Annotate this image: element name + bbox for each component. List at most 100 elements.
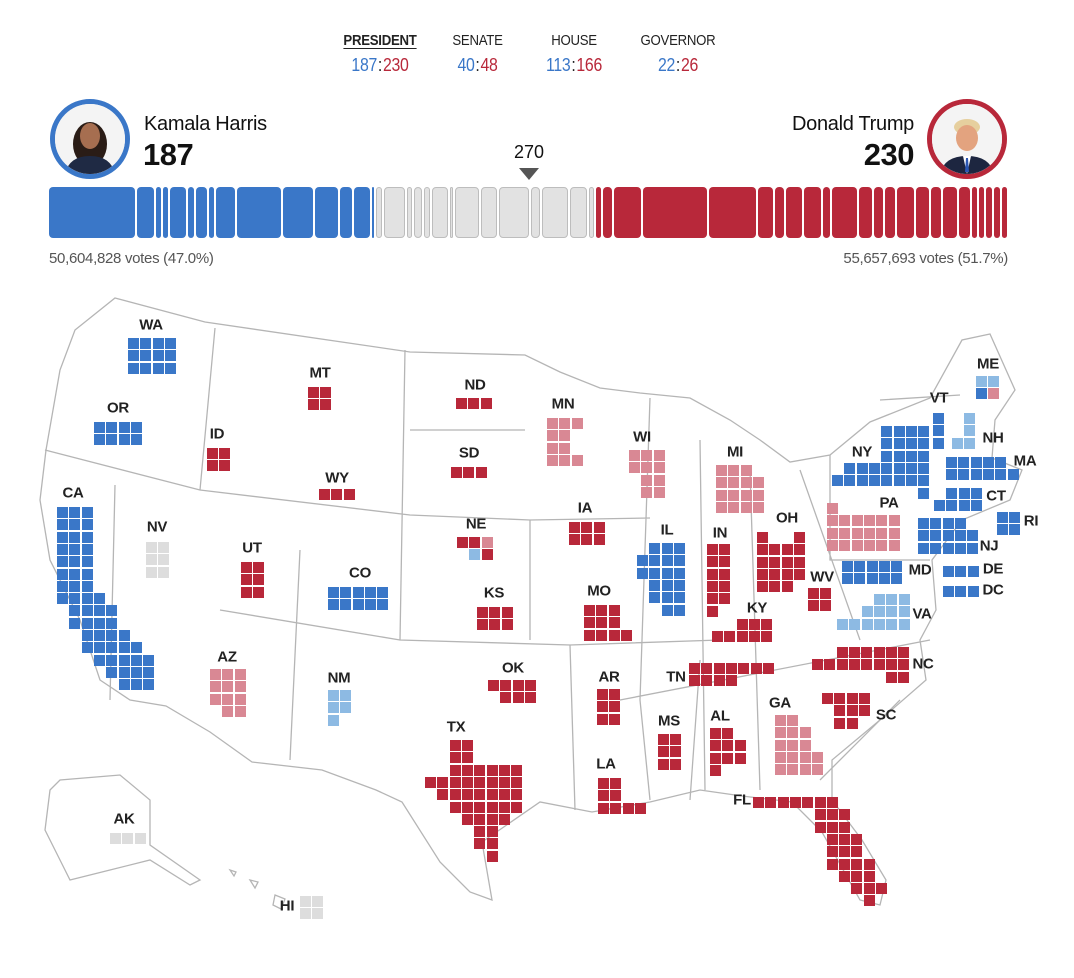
electoral-vote-square xyxy=(641,450,653,461)
bar-segment-nc[interactable] xyxy=(831,187,858,238)
bar-segment-ri[interactable] xyxy=(187,187,194,238)
bar-segment-oh[interactable] xyxy=(614,187,642,238)
electoral-vote-square xyxy=(670,746,682,758)
electoral-vote-square xyxy=(81,593,93,605)
electoral-vote-square xyxy=(559,418,571,429)
bar-segment-sd[interactable] xyxy=(972,187,977,238)
bar-segment-nv[interactable] xyxy=(530,187,541,238)
bar-segment-ut[interactable] xyxy=(873,187,884,238)
electoral-vote-square xyxy=(842,561,853,572)
electoral-vote-square xyxy=(826,846,838,858)
electoral-vote-square xyxy=(738,663,750,674)
electoral-vote-square xyxy=(918,518,929,529)
bar-segment-il[interactable] xyxy=(283,187,314,238)
bar-segment-sc[interactable] xyxy=(758,187,773,238)
bar-segment-id[interactable] xyxy=(985,187,992,238)
bar-segment-md[interactable] xyxy=(169,187,186,238)
bar-segment-me-1[interactable] xyxy=(372,187,375,238)
bar-segment-tx[interactable] xyxy=(643,187,707,238)
electoral-vote-square xyxy=(118,654,130,666)
bar-segment-wa[interactable] xyxy=(215,187,235,238)
bar-segment-tn[interactable] xyxy=(896,187,915,238)
bar-segment-mt[interactable] xyxy=(823,187,830,238)
electoral-vote-square xyxy=(775,727,786,739)
bar-segment-al[interactable] xyxy=(942,187,957,238)
bar-segment-nm[interactable] xyxy=(413,187,422,238)
electoral-vote-square xyxy=(130,434,142,446)
electoral-vote-square xyxy=(597,689,608,700)
tab-house[interactable]: HOUSE 113:166 xyxy=(530,32,618,76)
electoral-vote-square xyxy=(524,692,536,704)
electoral-vote-square xyxy=(881,426,893,437)
bar-segment-nd[interactable] xyxy=(978,187,984,238)
bar-segment-mo[interactable] xyxy=(786,187,802,238)
state-label: NE xyxy=(465,515,487,533)
bar-segment-wi[interactable] xyxy=(480,187,497,238)
bar-segment-vt[interactable] xyxy=(156,187,161,238)
electoral-vote-square xyxy=(486,764,498,776)
electoral-vote-square xyxy=(707,556,718,568)
bar-segment-hi[interactable] xyxy=(375,187,383,238)
tab-president[interactable]: PRESIDENT 187:230 xyxy=(330,32,430,76)
bar-segment-ms[interactable] xyxy=(885,187,895,238)
electoral-vote-square xyxy=(781,568,793,580)
bar-segment-az[interactable] xyxy=(569,187,588,238)
bar-segment-mn[interactable] xyxy=(431,187,448,238)
electoral-vote-square xyxy=(839,858,851,870)
bar-segment-ar[interactable] xyxy=(931,187,941,238)
electoral-vote-square xyxy=(967,542,979,554)
bar-segment-fl[interactable] xyxy=(708,187,757,238)
bar-segment-dc[interactable] xyxy=(162,187,168,238)
electoral-vote-square xyxy=(649,543,661,554)
electoral-vote-square xyxy=(584,605,595,616)
bar-segment-ga[interactable] xyxy=(542,187,568,238)
electoral-vote-square xyxy=(851,883,863,895)
bar-segment-ma[interactable] xyxy=(136,187,155,238)
state-label: NV xyxy=(146,518,168,536)
electoral-vote-square xyxy=(486,838,498,850)
electoral-vote-square xyxy=(118,422,130,433)
electoral-vote-square xyxy=(839,539,851,551)
bar-segment-ks[interactable] xyxy=(774,187,785,238)
bar-segment-pa[interactable] xyxy=(498,187,529,238)
state-label: SD xyxy=(458,444,480,462)
electoral-vote-square xyxy=(352,599,364,611)
bar-segment-wv[interactable] xyxy=(993,187,1001,238)
electoral-vote-square xyxy=(234,693,246,705)
electoral-vote-square xyxy=(834,693,846,704)
bar-segment-ia[interactable] xyxy=(602,187,613,238)
us-outline xyxy=(39,297,1023,910)
electoral-vote-square xyxy=(649,567,661,579)
electoral-vote-square xyxy=(486,776,498,788)
bar-segment-de[interactable] xyxy=(209,187,214,238)
electoral-vote-square xyxy=(661,555,673,567)
electoral-vote-square xyxy=(253,574,265,586)
electoral-vote-square xyxy=(802,797,814,808)
electoral-vote-square xyxy=(477,619,488,631)
bar-segment-ok[interactable] xyxy=(958,187,970,238)
electoral-vote-square xyxy=(954,518,966,529)
bar-segment-wy[interactable] xyxy=(1002,187,1007,238)
bar-segment-ne-2[interactable] xyxy=(449,187,453,238)
bar-segment-me[interactable] xyxy=(406,187,412,238)
electoral-vote-square xyxy=(713,675,725,687)
bar-segment-ky[interactable] xyxy=(916,187,930,238)
bar-segment-va[interactable] xyxy=(384,187,405,238)
tab-governor[interactable]: GOVERNOR 22:26 xyxy=(630,32,726,76)
bar-segment-la[interactable] xyxy=(859,187,872,238)
electoral-vote-square xyxy=(498,801,510,813)
electoral-vote-square xyxy=(437,776,449,788)
electoral-vote-square xyxy=(943,586,954,597)
bar-segment-co[interactable] xyxy=(354,187,371,238)
bar-segment-mi[interactable] xyxy=(454,187,479,238)
bar-segment-ne[interactable] xyxy=(595,187,601,238)
bar-segment-ca[interactable] xyxy=(49,187,135,238)
bar-segment-nh[interactable] xyxy=(423,187,430,238)
bar-segment-ak[interactable] xyxy=(589,187,594,238)
bar-segment-ny[interactable] xyxy=(236,187,282,238)
bar-segment-nj[interactable] xyxy=(315,187,338,238)
bar-segment-in[interactable] xyxy=(803,187,822,238)
bar-segment-or[interactable] xyxy=(339,187,353,238)
tab-senate[interactable]: SENATE 40:48 xyxy=(435,32,520,76)
bar-segment-ct[interactable] xyxy=(195,187,208,238)
